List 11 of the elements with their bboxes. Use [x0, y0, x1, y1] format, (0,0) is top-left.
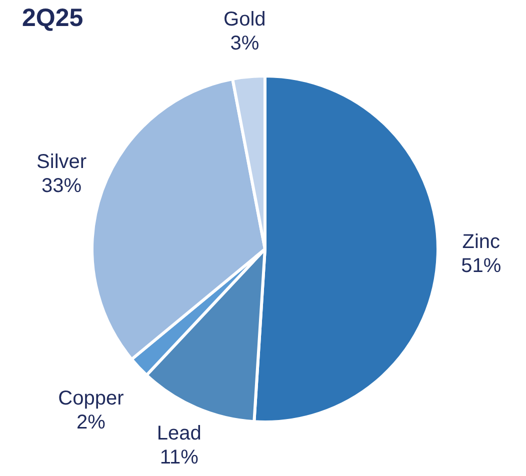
data-label: 11% — [160, 446, 199, 468]
slice-label: Gold — [224, 8, 266, 31]
data-label: 3% — [230, 32, 260, 55]
chart-title: 2Q25 — [22, 4, 84, 32]
slice-label: Lead — [156, 422, 202, 444]
data-label: 33% — [42, 174, 82, 197]
slice-label: Zinc — [462, 230, 500, 253]
data-label: 51% — [461, 254, 502, 277]
slice-label: Copper — [58, 387, 124, 410]
data-label: 2% — [76, 411, 106, 434]
slice-label: Silver — [36, 150, 87, 173]
